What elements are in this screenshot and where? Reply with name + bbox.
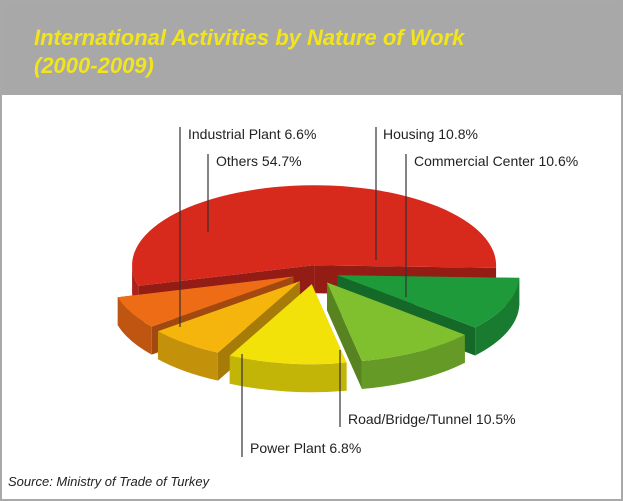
slice (132, 185, 497, 286)
source-note: Source: Ministry of Trade of Turkey (8, 474, 210, 489)
header-band (2, 2, 621, 95)
slice (337, 275, 520, 328)
label-value: 10.6% (538, 153, 578, 169)
slice-label: Housing 10.8% (383, 126, 478, 142)
chart: Others 54.7% Housing 10.8% Commercial Cent… (117, 126, 578, 457)
slice (229, 284, 347, 365)
label-name: Power Plant (250, 440, 326, 456)
slice (157, 281, 300, 353)
label-value: 6.8% (329, 440, 361, 456)
slice-wall (475, 277, 520, 356)
slice-side (327, 282, 362, 389)
label-name: Commercial Center (414, 153, 535, 169)
label-value: 6.6% (285, 126, 317, 142)
label-name: Road/Bridge/Tunnel (348, 411, 472, 427)
label-name: Housing (383, 126, 434, 142)
slice-label: Road/Bridge/Tunnel 10.5% (348, 411, 516, 427)
slice-label: Others 54.7% (216, 153, 302, 169)
label-value: 10.5% (476, 411, 516, 427)
slice-wall (361, 334, 465, 389)
slice (117, 276, 294, 327)
label-name: Others (216, 153, 258, 169)
label-value: 10.8% (438, 126, 478, 142)
slice-label: Industrial Plant 6.6% (188, 126, 316, 142)
slice-label: Commercial Center 10.6% (414, 153, 578, 169)
chart-title: International Activities by Nature of Wo… (34, 25, 465, 78)
slice-label: Power Plant 6.8% (250, 440, 361, 456)
slice-wall (117, 297, 152, 355)
slice-wall (229, 355, 347, 393)
slice-wall (157, 331, 218, 381)
label-name: Industrial Plant (188, 126, 281, 142)
slice (327, 282, 465, 361)
label-value: 54.7% (262, 153, 302, 169)
